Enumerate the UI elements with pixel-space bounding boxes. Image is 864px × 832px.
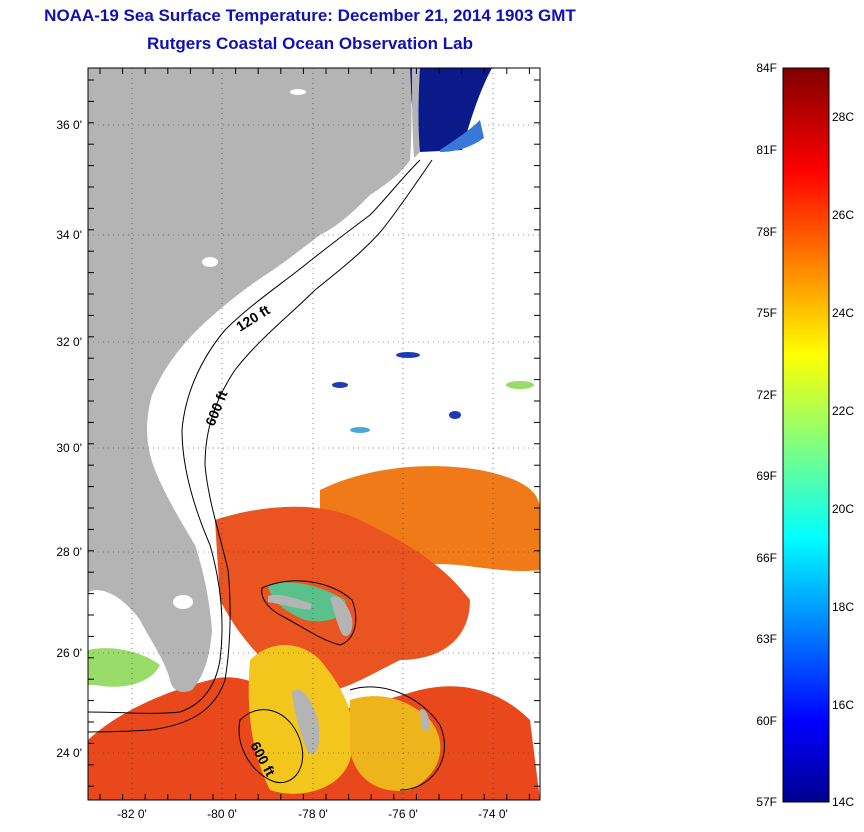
cb-f-69: 69F bbox=[756, 469, 777, 483]
lon-label-78: -78 0' bbox=[298, 807, 328, 821]
cb-f-78: 78F bbox=[756, 225, 777, 239]
land-bahamas-grand bbox=[268, 594, 312, 610]
map-title: NOAA-19 Sea Surface Temperature: Decembe… bbox=[44, 6, 576, 25]
sst-cold-region bbox=[410, 68, 492, 152]
land-bahamas-abaco bbox=[330, 596, 353, 637]
contour-600ft bbox=[88, 159, 433, 733]
colorbar-f-labels: 84F 81F 78F 75F 72F 69F 66F 63F 60F 57F bbox=[756, 61, 777, 809]
cb-f-72: 72F bbox=[756, 388, 777, 402]
cb-f-63: 63F bbox=[756, 632, 777, 646]
land-bahamas-andros bbox=[292, 689, 320, 755]
colorbar-gradient bbox=[782, 67, 830, 803]
lon-label-80: -80 0' bbox=[207, 807, 237, 821]
cb-f-60: 60F bbox=[756, 714, 777, 728]
lat-label-36: 36 0' bbox=[56, 118, 82, 132]
cb-c-22: 22C bbox=[832, 404, 854, 418]
temperature-colorbar: 84F 81F 78F 75F 72F 69F 66F 63F 60F 57F … bbox=[756, 61, 854, 809]
map-subtitle: Rutgers Coastal Ocean Observation Lab bbox=[147, 34, 473, 53]
cb-f-84: 84F bbox=[756, 61, 777, 75]
sst-yellow-bank-2 bbox=[350, 696, 441, 791]
lat-label-24: 24 0' bbox=[56, 746, 82, 760]
cb-c-26: 26C bbox=[832, 208, 854, 222]
sst-green-patch-bahamas bbox=[268, 582, 346, 622]
lat-label-30: 30 0' bbox=[56, 441, 82, 455]
cb-c-14: 14C bbox=[832, 795, 854, 809]
land-mainland bbox=[88, 68, 412, 692]
lat-label-32: 32 0' bbox=[56, 335, 82, 349]
ticks bbox=[88, 68, 540, 800]
cb-f-66: 66F bbox=[756, 551, 777, 565]
lon-label-76: -76 0' bbox=[388, 807, 418, 821]
lon-label-74: -74 0' bbox=[478, 807, 508, 821]
cb-c-18: 18C bbox=[832, 600, 854, 614]
sst-map: 120 ft 600 ft 600 ft 36 0' 34 0' 32 0' 3… bbox=[56, 67, 541, 821]
map-frame bbox=[87, 67, 541, 801]
lon-labels: -82 0' -80 0' -78 0' -76 0' -74 0' bbox=[117, 807, 508, 821]
colorbar-c-labels: 28C 26C 24C 22C 20C 18C 16C 14C bbox=[832, 110, 854, 809]
lat-label-34: 34 0' bbox=[56, 228, 82, 242]
cb-c-20: 20C bbox=[832, 502, 854, 516]
cb-c-28: 28C bbox=[832, 110, 854, 124]
lat-label-26: 26 0' bbox=[56, 646, 82, 660]
sst-cool-patch bbox=[88, 648, 160, 687]
graticule bbox=[88, 68, 540, 800]
lat-label-28: 28 0' bbox=[56, 545, 82, 559]
cb-c-24: 24C bbox=[832, 306, 854, 320]
cb-f-57: 57F bbox=[756, 795, 777, 809]
lat-labels: 36 0' 34 0' 32 0' 30 0' 28 0' 26 0' 24 0… bbox=[56, 118, 82, 760]
lon-label-82: -82 0' bbox=[117, 807, 147, 821]
cb-c-16: 16C bbox=[832, 698, 854, 712]
cb-f-81: 81F bbox=[756, 143, 777, 157]
cb-f-75: 75F bbox=[756, 306, 777, 320]
